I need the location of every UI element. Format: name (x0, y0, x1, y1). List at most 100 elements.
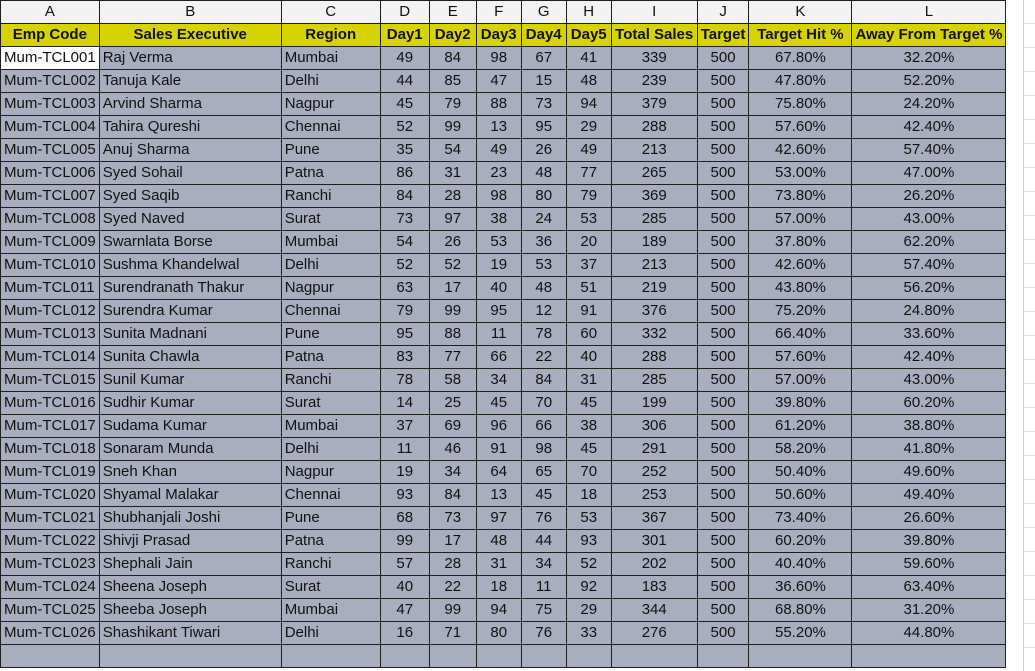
cell-i[interactable]: 288 (610, 345, 698, 369)
cell-g[interactable]: 70 (520, 391, 567, 415)
cell-d[interactable]: 52 (379, 253, 430, 277)
cell-g[interactable]: 98 (520, 437, 567, 461)
cell-j[interactable]: 500 (696, 115, 750, 139)
cell-h[interactable]: 94 (565, 92, 612, 116)
cell-h[interactable]: 45 (565, 391, 612, 415)
cell-i[interactable]: 288 (610, 115, 698, 139)
header-cell[interactable]: Day3 (475, 23, 522, 47)
header-cell[interactable]: Day1 (379, 23, 430, 47)
cell-f[interactable]: 31 (475, 552, 522, 576)
cell-c[interactable]: Mumbai (280, 414, 381, 438)
cell-f[interactable]: 34 (475, 368, 522, 392)
cell-l[interactable]: 49.60% (851, 460, 1007, 484)
cell-l[interactable]: 63.40% (851, 575, 1007, 599)
cell-h[interactable]: 79 (565, 184, 612, 208)
cell-empty[interactable] (565, 644, 612, 668)
cell-g[interactable]: 48 (520, 276, 567, 300)
cell-b[interactable]: Raj Verma (98, 46, 282, 70)
cell-g[interactable]: 34 (520, 552, 567, 576)
cell-empty[interactable] (520, 644, 567, 668)
cell-d[interactable]: 35 (379, 138, 430, 162)
cell-j[interactable]: 500 (696, 529, 750, 553)
cell-d[interactable]: 83 (379, 345, 430, 369)
cell-e[interactable]: 17 (428, 529, 477, 553)
cell-g[interactable]: 65 (520, 460, 567, 484)
cell-j[interactable]: 500 (696, 276, 750, 300)
cell-e[interactable]: 46 (428, 437, 477, 461)
cell-l[interactable]: 57.40% (851, 253, 1007, 277)
cell-empty[interactable] (98, 644, 282, 668)
cell-l[interactable]: 31.20% (851, 598, 1007, 622)
cell-l[interactable]: 32.20% (851, 46, 1007, 70)
cell-f[interactable]: 23 (475, 161, 522, 185)
cell-k[interactable]: 61.20% (748, 414, 853, 438)
cell-e[interactable]: 84 (428, 483, 477, 507)
cell-g[interactable]: 78 (520, 322, 567, 346)
cell-d[interactable]: 73 (379, 207, 430, 231)
cell-j[interactable]: 500 (696, 345, 750, 369)
header-cell[interactable]: Sales Executive (98, 23, 282, 47)
cell-h[interactable]: 41 (565, 46, 612, 70)
cell-f[interactable]: 64 (475, 460, 522, 484)
cell-b[interactable]: Sunil Kumar (98, 368, 282, 392)
cell-c[interactable]: Surat (280, 575, 381, 599)
cell-f[interactable]: 18 (475, 575, 522, 599)
cell-j[interactable]: 500 (696, 46, 750, 70)
cell-a[interactable]: Mum-TCL016 (0, 391, 100, 415)
cell-empty[interactable] (696, 644, 750, 668)
empty-grid-area[interactable] (1023, 0, 1035, 671)
cell-empty[interactable] (748, 644, 853, 668)
cell-f[interactable]: 95 (475, 299, 522, 323)
cell-k[interactable]: 36.60% (748, 575, 853, 599)
cell-k[interactable]: 57.00% (748, 207, 853, 231)
cell-a[interactable]: Mum-TCL005 (0, 138, 100, 162)
cell-f[interactable]: 97 (475, 506, 522, 530)
column-letter-a[interactable]: A (0, 0, 100, 24)
cell-d[interactable]: 63 (379, 276, 430, 300)
cell-i[interactable]: 367 (610, 506, 698, 530)
cell-a[interactable]: Mum-TCL017 (0, 414, 100, 438)
cell-a[interactable]: Mum-TCL007 (0, 184, 100, 208)
cell-l[interactable]: 49.40% (851, 483, 1007, 507)
cell-j[interactable]: 500 (696, 69, 750, 93)
cell-j[interactable]: 500 (696, 230, 750, 254)
cell-i[interactable]: 252 (610, 460, 698, 484)
cell-d[interactable]: 40 (379, 575, 430, 599)
cell-d[interactable]: 54 (379, 230, 430, 254)
cell-l[interactable]: 43.00% (851, 207, 1007, 231)
cell-c[interactable]: Mumbai (280, 230, 381, 254)
cell-a[interactable]: Mum-TCL009 (0, 230, 100, 254)
cell-k[interactable]: 43.80% (748, 276, 853, 300)
column-letter-g[interactable]: G (520, 0, 567, 24)
cell-j[interactable]: 500 (696, 161, 750, 185)
cell-l[interactable]: 42.40% (851, 345, 1007, 369)
cell-empty[interactable] (610, 644, 698, 668)
cell-g[interactable]: 36 (520, 230, 567, 254)
cell-l[interactable]: 38.80% (851, 414, 1007, 438)
cell-c[interactable]: Delhi (280, 437, 381, 461)
cell-i[interactable]: 301 (610, 529, 698, 553)
cell-b[interactable]: Surendra Kumar (98, 299, 282, 323)
cell-a[interactable]: Mum-TCL002 (0, 69, 100, 93)
cell-b[interactable]: Arvind Sharma (98, 92, 282, 116)
header-cell[interactable]: Target Hit % (748, 23, 853, 47)
cell-l[interactable]: 26.20% (851, 184, 1007, 208)
cell-a[interactable]: Mum-TCL010 (0, 253, 100, 277)
cell-b[interactable]: Syed Naved (98, 207, 282, 231)
cell-a[interactable]: Mum-TCL015 (0, 368, 100, 392)
cell-h[interactable]: 40 (565, 345, 612, 369)
cell-d[interactable]: 45 (379, 92, 430, 116)
cell-c[interactable]: Pune (280, 506, 381, 530)
cell-j[interactable]: 500 (696, 460, 750, 484)
cell-i[interactable]: 199 (610, 391, 698, 415)
cell-h[interactable]: 92 (565, 575, 612, 599)
cell-f[interactable]: 94 (475, 598, 522, 622)
cell-e[interactable]: 28 (428, 184, 477, 208)
cell-empty[interactable] (428, 644, 477, 668)
cell-a[interactable]: Mum-TCL025 (0, 598, 100, 622)
cell-h[interactable]: 53 (565, 207, 612, 231)
cell-b[interactable]: Syed Saqib (98, 184, 282, 208)
cell-g[interactable]: 11 (520, 575, 567, 599)
cell-i[interactable]: 183 (610, 575, 698, 599)
header-cell[interactable]: Target (696, 23, 750, 47)
